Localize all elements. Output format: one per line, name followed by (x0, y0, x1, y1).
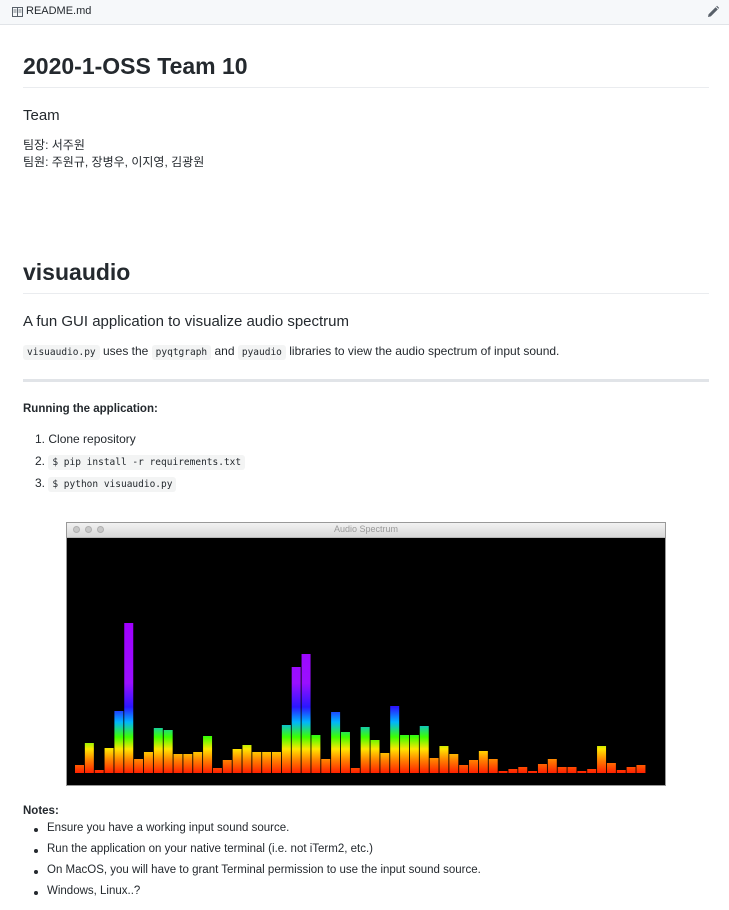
spectrum-bar (153, 728, 163, 773)
book-icon (12, 7, 23, 17)
team-members: 팀원: 주원규, 장병우, 이지영, 김광원 (23, 155, 205, 169)
code-pip-install: $ pip install -r requirements.txt (48, 455, 246, 470)
spectrum-bar (242, 745, 252, 773)
spectrum-screenshot: Audio Spectrum (66, 522, 666, 786)
spectrum-bar (212, 768, 222, 773)
spectrum-bar (390, 706, 400, 773)
code-visuaudio: visuaudio.py (23, 345, 100, 360)
file-name: README.md (26, 5, 92, 17)
list-item: Run the application on your native termi… (34, 843, 373, 855)
spectrum-bar (124, 623, 134, 773)
list-item: On MacOS, you will have to grant Termina… (34, 864, 481, 876)
team-heading: Team (23, 107, 60, 124)
spectrum-bar (488, 759, 498, 773)
spectrum-bar (547, 759, 557, 773)
spectrum-bar (311, 735, 321, 773)
spectrum-bar (498, 771, 508, 773)
project-divider (23, 293, 709, 294)
spectrum-bar (429, 758, 439, 773)
spectrum-bar (94, 770, 104, 773)
spectrum-bar (232, 749, 242, 773)
spectrum-bar (528, 771, 538, 773)
spectrum-bar (370, 740, 380, 773)
project-title: visuaudio (23, 259, 131, 285)
file-header: README.md (0, 0, 729, 25)
spectrum-bar (281, 725, 291, 773)
close-dot-icon (73, 526, 80, 533)
spectrum-bar (134, 759, 144, 773)
edit-pencil-icon[interactable] (706, 5, 720, 19)
spectrum-bar (597, 746, 607, 773)
spectrum-bar (262, 752, 272, 773)
list-item: Windows, Linux..? (33, 885, 141, 897)
spectrum-bar (291, 667, 301, 773)
spectrum-bar (419, 726, 429, 773)
page-title: 2020-1-OSS Team 10 (23, 53, 248, 79)
spectrum-bar (626, 767, 636, 773)
spectrum-bar (272, 752, 281, 773)
spectrum-bar (537, 764, 547, 773)
project-subtitle: A fun GUI application to visualize audio… (23, 313, 350, 330)
spectrum-bar (557, 767, 567, 773)
list-item: Ensure you have a working input sound so… (33, 822, 290, 834)
spectrum-bar (143, 752, 153, 773)
spectrum-bar (567, 767, 577, 773)
spectrum-bar (203, 736, 213, 773)
spectrum-bar (252, 752, 262, 773)
spectrum-bar (409, 735, 419, 773)
list-item: 3. $ python visuaudio.py (35, 476, 177, 492)
spectrum-bar (380, 753, 390, 773)
code-pyaudio: pyaudio (237, 345, 286, 360)
spectrum-bar (193, 752, 203, 773)
team-leader: 팀장: 서주원 (23, 138, 85, 152)
spectrum-bar (439, 746, 449, 773)
title-divider (23, 87, 709, 88)
spectrum-bar (360, 727, 370, 773)
spectrum-bar (350, 768, 360, 773)
spectrum-bar (173, 754, 183, 773)
spectrum-bar (478, 751, 488, 773)
horizontal-rule (23, 379, 709, 382)
spectrum-bar (75, 765, 84, 773)
spectrum-bar (321, 759, 331, 773)
running-heading: Running the application: (23, 403, 158, 415)
spectrum-bar (636, 765, 646, 773)
spectrum-bar (340, 732, 350, 773)
spectrum-bar (616, 770, 626, 773)
spectrum-bar (587, 769, 597, 773)
spectrum-bar (449, 754, 459, 773)
spectrum-bar (469, 760, 478, 773)
spectrum-bar (114, 711, 124, 773)
project-description: visuaudio.py uses the pyqtgraph and pyau… (23, 343, 559, 361)
spectrum-bar (331, 712, 341, 773)
spectrum-bar (606, 763, 616, 773)
minimize-dot-icon (85, 526, 92, 533)
spectrum-bar (508, 769, 518, 773)
code-pyqtgraph: pyqtgraph (151, 345, 212, 360)
spectrum-bar (459, 765, 469, 773)
spectrum-bar (301, 654, 311, 773)
spectrum-bar (400, 735, 410, 773)
spectrum-bar (163, 730, 173, 773)
window-title: Audio Spectrum (333, 524, 399, 534)
spectrum-bar (577, 771, 587, 773)
code-python-run: $ python visuaudio.py (48, 477, 177, 492)
zoom-dot-icon (97, 526, 104, 533)
spectrum-bar (84, 743, 94, 773)
list-item: 1. Clone repository (35, 432, 136, 446)
window-titlebar: Audio Spectrum (67, 523, 665, 538)
spectrum-bar (222, 760, 232, 773)
spectrum-bar (518, 767, 528, 773)
spectrum-bar (183, 754, 193, 773)
spectrum-bar (104, 748, 114, 773)
notes-heading: Notes: (23, 805, 59, 817)
spectrum-chart (75, 623, 646, 773)
list-item: 2. $ pip install -r requirements.txt (35, 454, 246, 470)
